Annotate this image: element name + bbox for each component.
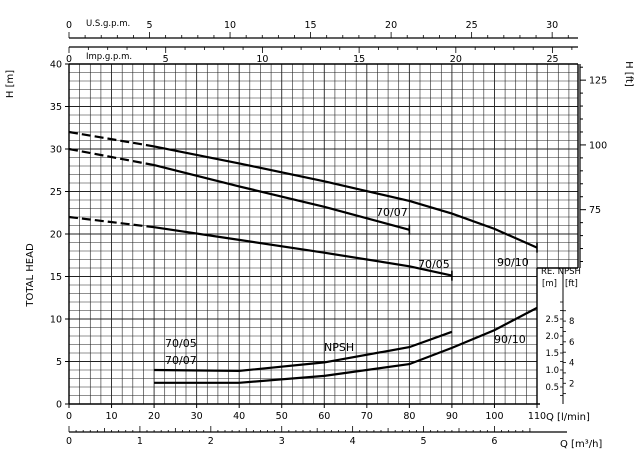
npsh-curve-90/10 (154, 306, 538, 384)
x-tick-label: 0 (66, 411, 72, 422)
chart-curves (68, 130, 538, 384)
y-tick-label: 15 (50, 272, 62, 283)
x-usgpm-tick-label: 15 (305, 20, 317, 31)
npsh-m-tick-label: 0.5 (545, 383, 559, 393)
x-m3h-tick-label: 4 (350, 436, 356, 447)
x-m3h-tick-label: 6 (491, 436, 497, 447)
curve-label-npsh-70-05: 70/05 (165, 337, 197, 350)
x-axis-bottom-label: Q [l/min] (546, 412, 590, 423)
curve-label-70-05: 70/05 (418, 258, 450, 271)
npsh-curve-70/05 (154, 330, 453, 373)
x-tick-label: 20 (148, 411, 160, 422)
x-impgpm-tick-label: 5 (163, 54, 169, 65)
curve-label-70-07: 70/07 (376, 206, 408, 219)
y-right-tick-label: 75 (589, 205, 601, 216)
y-tick-label: 40 (50, 60, 62, 71)
x-m3h-tick-label: 3 (279, 436, 285, 447)
y-tick-label: 35 (50, 102, 62, 113)
y-axis-left-label: H [m] (5, 70, 16, 98)
npsh-ft-tick-label: 4 (569, 359, 574, 369)
x-impgpm-tick-label: 0 (66, 54, 72, 65)
x-impgpm-tick-label: 25 (546, 54, 558, 65)
npsh-axis-unit-m: [m] (542, 279, 557, 289)
curve-label-npsh: NPSH (324, 341, 354, 354)
x-tick-label: 90 (446, 411, 458, 422)
y-tick-label: 0 (56, 400, 62, 411)
npsh-ft-tick-label: 8 (569, 317, 574, 327)
y-right-tick-label: 100 (589, 140, 607, 151)
npsh-m-tick-label: 2.5 (545, 315, 559, 325)
x-impgpm-tick-label: 20 (450, 54, 462, 65)
y-tick-label: 5 (56, 357, 62, 368)
curve-label-npsh-70-07: 70/07 (165, 354, 197, 367)
y-axis-left-title: TOTAL HEAD (25, 243, 36, 308)
npsh-axis-title: RE. NPSH (541, 267, 581, 277)
head-curve-70/07 (153, 164, 410, 231)
npsh-axis-unit-ft: [ft] (565, 279, 578, 289)
x-tick-label: 10 (105, 411, 117, 422)
x-tick-label: 110 (528, 411, 546, 422)
chart-axes: 0510152025303540751001250.51.01.52.02.52… (50, 20, 607, 447)
npsh-ft-tick-label: 6 (569, 338, 574, 348)
head-curve-70/05 (153, 226, 453, 277)
x-tick-label: 40 (233, 411, 245, 422)
x-m3h-tick-label: 5 (421, 436, 427, 447)
y-right-tick-label: 125 (589, 76, 607, 87)
curve-label-90-10: 90/10 (497, 256, 529, 269)
x-tick-label: 50 (276, 411, 288, 422)
x-tick-label: 80 (403, 411, 415, 422)
y-axis-right-label: H [ft] (623, 61, 634, 87)
y-tick-label: 10 (50, 315, 62, 326)
curve-label-npsh-90-10: 90/10 (494, 333, 526, 346)
x-tick-label: 100 (485, 411, 503, 422)
head-curve-dashed-70/05 (68, 215, 155, 229)
x-tick-label: 30 (191, 411, 203, 422)
x-usgpm-tick-label: 0 (66, 20, 72, 31)
npsh-m-tick-label: 2.0 (545, 332, 559, 342)
x-m3h-tick-label: 1 (137, 436, 143, 447)
x-axis-top1-label: U.S.g.p.m. (86, 19, 130, 29)
x-m3h-tick-label: 0 (66, 436, 72, 447)
x-usgpm-tick-label: 25 (466, 20, 478, 31)
head-curve-dashed-90/10 (68, 130, 155, 148)
x-axis-top2-label: Imp.g.p.m. (86, 52, 132, 62)
x-impgpm-tick-label: 15 (353, 54, 365, 65)
x-usgpm-tick-label: 20 (385, 20, 397, 31)
x-axis-bottom2-label: Q [m³/h] (560, 439, 602, 450)
head-curve-90/10 (153, 145, 538, 249)
x-m3h-tick-label: 2 (208, 436, 214, 447)
y-tick-label: 30 (50, 145, 62, 156)
x-tick-label: 60 (318, 411, 330, 422)
npsh-m-tick-label: 1.0 (545, 366, 559, 376)
y-tick-label: 20 (50, 230, 62, 241)
x-usgpm-tick-label: 5 (147, 20, 153, 31)
head-curve-dashed-70/07 (68, 147, 155, 167)
x-usgpm-tick-label: 10 (224, 20, 236, 31)
x-usgpm-tick-label: 30 (546, 20, 558, 31)
x-impgpm-tick-label: 10 (256, 54, 268, 65)
x-tick-label: 70 (361, 411, 373, 422)
npsh-ft-tick-label: 2 (569, 379, 574, 389)
npsh-m-tick-label: 1.5 (545, 349, 559, 359)
y-tick-label: 25 (50, 187, 62, 198)
